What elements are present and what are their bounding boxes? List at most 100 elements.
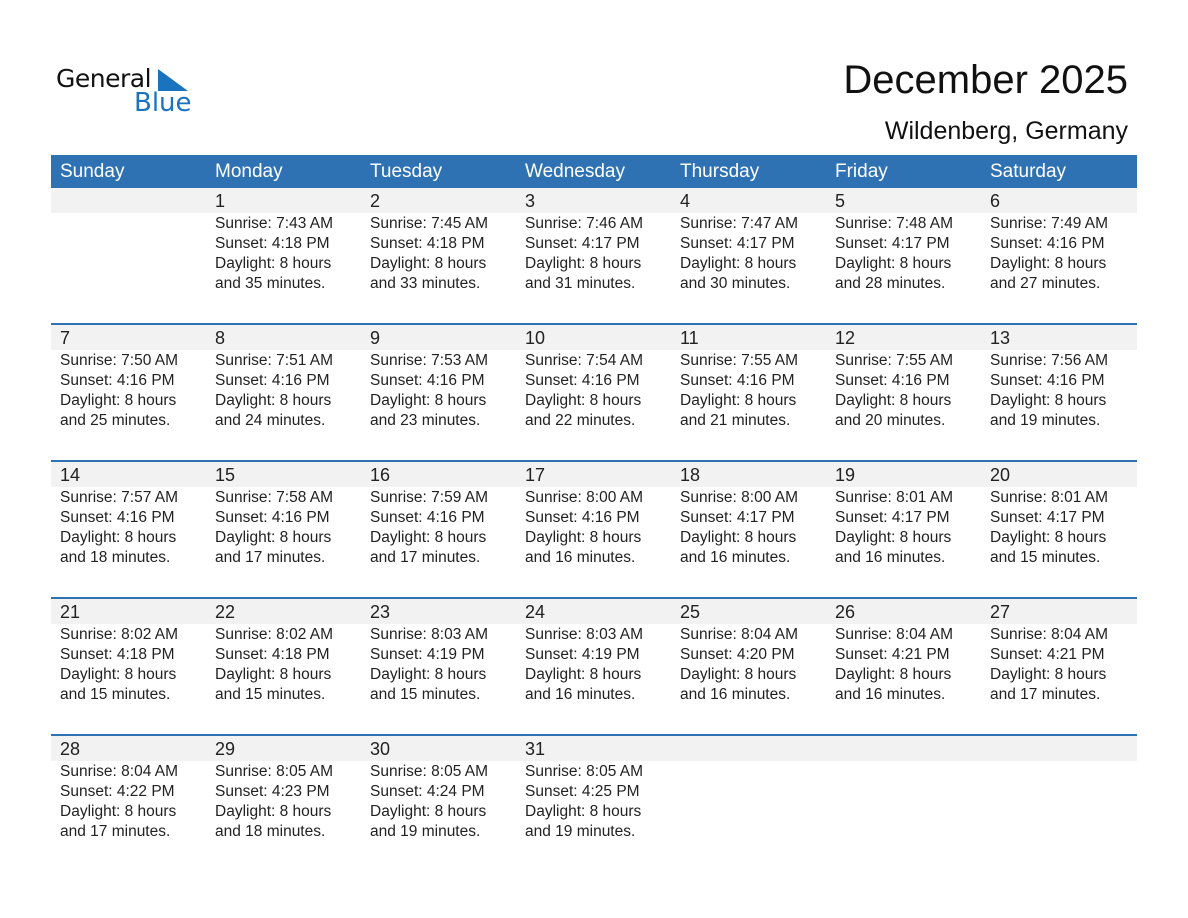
day-cell: [826, 736, 981, 842]
daylight: Daylight: 8 hours: [215, 803, 332, 820]
sunset: Sunset: 4:17 PM: [680, 235, 795, 252]
sunrise: Sunrise: 8:05 AM: [215, 763, 334, 780]
sunrise: Sunrise: 8:05 AM: [525, 763, 644, 780]
sunrise: Sunrise: 7:54 AM: [525, 352, 644, 369]
daylight-minutes: and 30 minutes.: [680, 275, 791, 292]
day-cell: 5 Sunrise: 7:48 AM Sunset: 4:17 PM Dayli…: [826, 188, 981, 294]
day-cell: 9 Sunrise: 7:53 AM Sunset: 4:16 PM Dayli…: [361, 325, 516, 431]
sunrise: Sunrise: 7:59 AM: [370, 489, 489, 506]
weekday-header: Sunday Monday Tuesday Wednesday Thursday Frid…: [51, 155, 1137, 188]
page-title: December 2025: [843, 58, 1128, 102]
sunrise: Sunrise: 7:50 AM: [60, 352, 179, 369]
sunrise: Sunrise: 7:43 AM: [215, 215, 334, 232]
sunset: Sunset: 4:16 PM: [370, 509, 485, 526]
sunrise: Sunrise: 8:02 AM: [60, 626, 179, 643]
sunrise: Sunrise: 7:55 AM: [835, 352, 954, 369]
day-number: 18: [680, 465, 701, 485]
daylight: Daylight: 8 hours: [370, 666, 487, 683]
daylight: Daylight: 8 hours: [835, 255, 952, 272]
daylight: Daylight: 8 hours: [680, 529, 797, 546]
day-number: 29: [215, 739, 236, 759]
sunset: Sunset: 4:18 PM: [215, 235, 330, 252]
day-cell: 8 Sunrise: 7:51 AM Sunset: 4:16 PM Dayli…: [206, 325, 361, 431]
daylight: Daylight: 8 hours: [525, 392, 642, 409]
week-row: 14 Sunrise: 7:57 AM Sunset: 4:16 PM Dayl…: [51, 460, 1137, 597]
sunrise: Sunrise: 7:55 AM: [680, 352, 799, 369]
daylight-minutes: and 23 minutes.: [370, 412, 481, 429]
daylight: Daylight: 8 hours: [525, 529, 642, 546]
sunrise: Sunrise: 7:47 AM: [680, 215, 799, 232]
sunset: Sunset: 4:16 PM: [60, 372, 175, 389]
day-cell: 24 Sunrise: 8:03 AM Sunset: 4:19 PM Dayl…: [516, 599, 671, 705]
daylight: Daylight: 8 hours: [60, 803, 177, 820]
sunrise: Sunrise: 8:05 AM: [370, 763, 489, 780]
day-number: 21: [60, 602, 81, 622]
logo-text-blue: Blue: [134, 88, 192, 118]
date-band: [51, 462, 1137, 487]
sunrise: Sunrise: 8:03 AM: [370, 626, 489, 643]
sunset: Sunset: 4:23 PM: [215, 783, 330, 800]
logo: General Blue: [56, 64, 196, 120]
sunset: Sunset: 4:16 PM: [525, 372, 640, 389]
weekday-tuesday: Tuesday: [370, 161, 443, 182]
day-number: 28: [60, 739, 81, 759]
sunset: Sunset: 4:16 PM: [525, 509, 640, 526]
daylight-minutes: and 15 minutes.: [990, 549, 1101, 566]
day-cell: 23 Sunrise: 8:03 AM Sunset: 4:19 PM Dayl…: [361, 599, 516, 705]
daylight-minutes: and 19 minutes.: [990, 412, 1101, 429]
day-number: 10: [525, 328, 546, 348]
day-number: 14: [60, 465, 81, 485]
sunset: Sunset: 4:16 PM: [835, 372, 950, 389]
day-cell: 12 Sunrise: 7:55 AM Sunset: 4:16 PM Dayl…: [826, 325, 981, 431]
day-number: 26: [835, 602, 856, 622]
sunset: Sunset: 4:17 PM: [990, 509, 1105, 526]
daylight-minutes: and 17 minutes.: [990, 686, 1101, 703]
day-cell: 14 Sunrise: 7:57 AM Sunset: 4:16 PM Dayl…: [51, 462, 206, 568]
day-cell: 29 Sunrise: 8:05 AM Sunset: 4:23 PM Dayl…: [206, 736, 361, 842]
sunrise: Sunrise: 8:04 AM: [60, 763, 179, 780]
daylight-minutes: and 15 minutes.: [215, 686, 326, 703]
sunrise: Sunrise: 8:03 AM: [525, 626, 644, 643]
day-cell: 31 Sunrise: 8:05 AM Sunset: 4:25 PM Dayl…: [516, 736, 671, 842]
sunrise: Sunrise: 8:00 AM: [525, 489, 644, 506]
day-number: 5: [835, 191, 846, 211]
day-cell: 15 Sunrise: 7:58 AM Sunset: 4:16 PM Dayl…: [206, 462, 361, 568]
day-number: 12: [835, 328, 856, 348]
daylight: Daylight: 8 hours: [525, 803, 642, 820]
day-number: 19: [835, 465, 856, 485]
day-cell: [671, 736, 826, 842]
day-cell: 21 Sunrise: 8:02 AM Sunset: 4:18 PM Dayl…: [51, 599, 206, 705]
sunset: Sunset: 4:17 PM: [680, 509, 795, 526]
day-cell: 18 Sunrise: 8:00 AM Sunset: 4:17 PM Dayl…: [671, 462, 826, 568]
sunset: Sunset: 4:16 PM: [990, 372, 1105, 389]
daylight: Daylight: 8 hours: [835, 392, 952, 409]
daylight-minutes: and 19 minutes.: [370, 823, 481, 840]
day-cell: 11 Sunrise: 7:55 AM Sunset: 4:16 PM Dayl…: [671, 325, 826, 431]
day-number: 24: [525, 602, 546, 622]
sunset: Sunset: 4:17 PM: [835, 509, 950, 526]
date-band: [51, 736, 1137, 761]
day-cell: 7 Sunrise: 7:50 AM Sunset: 4:16 PM Dayli…: [51, 325, 206, 431]
sunrise: Sunrise: 7:45 AM: [370, 215, 489, 232]
weekday-monday: Monday: [215, 161, 283, 182]
daylight-minutes: and 33 minutes.: [370, 275, 481, 292]
daylight: Daylight: 8 hours: [215, 392, 332, 409]
sunset: Sunset: 4:22 PM: [60, 783, 175, 800]
daylight-minutes: and 18 minutes.: [215, 823, 326, 840]
sunrise: Sunrise: 7:53 AM: [370, 352, 489, 369]
daylight: Daylight: 8 hours: [835, 529, 952, 546]
sunset: Sunset: 4:16 PM: [215, 509, 330, 526]
daylight-minutes: and 16 minutes.: [680, 686, 791, 703]
day-cell: 6 Sunrise: 7:49 AM Sunset: 4:16 PM Dayli…: [981, 188, 1136, 294]
day-number: 17: [525, 465, 546, 485]
sunset: Sunset: 4:16 PM: [990, 235, 1105, 252]
day-number: 23: [370, 602, 391, 622]
daylight: Daylight: 8 hours: [680, 666, 797, 683]
sunrise: Sunrise: 7:49 AM: [990, 215, 1109, 232]
sunrise: Sunrise: 8:02 AM: [215, 626, 334, 643]
day-cell: 19 Sunrise: 8:01 AM Sunset: 4:17 PM Dayl…: [826, 462, 981, 568]
daylight: Daylight: 8 hours: [990, 666, 1107, 683]
daylight-minutes: and 16 minutes.: [525, 549, 636, 566]
day-number: 20: [990, 465, 1011, 485]
daylight-minutes: and 16 minutes.: [680, 549, 791, 566]
